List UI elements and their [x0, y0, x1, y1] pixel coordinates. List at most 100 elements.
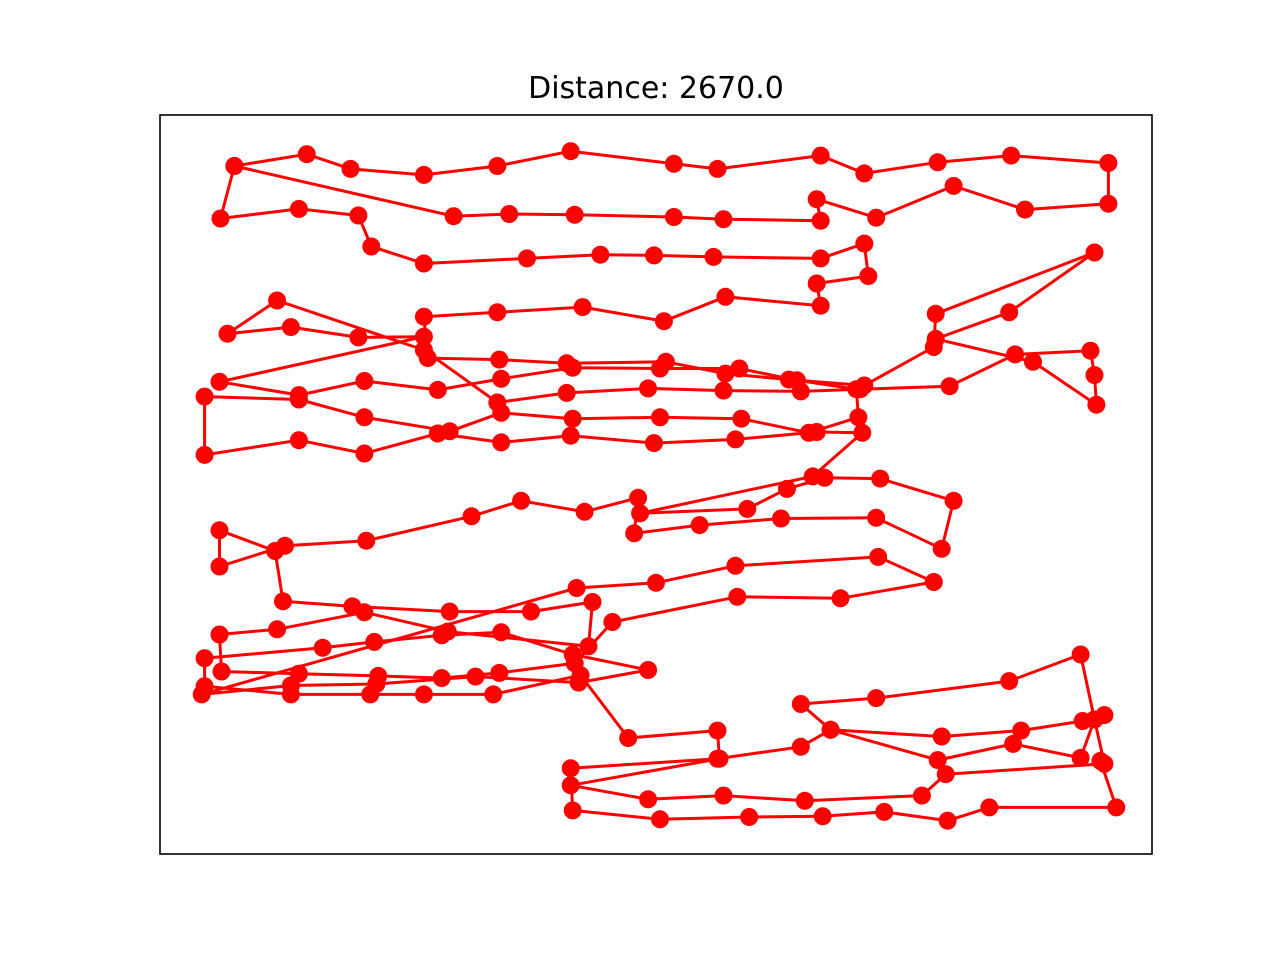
route-segment: [878, 477, 956, 503]
route-segment: [723, 295, 823, 308]
route-segment: [646, 386, 725, 393]
route-segment: [219, 164, 236, 220]
route-segment: [281, 599, 354, 608]
city-point: [1002, 146, 1021, 165]
route-segment: [1011, 742, 1083, 760]
route-segment: [573, 213, 676, 219]
city-point: [603, 613, 622, 631]
city-point: [212, 662, 231, 681]
city-point: [355, 444, 374, 463]
route-segment: [610, 595, 739, 624]
city-point: [938, 811, 957, 830]
city-point: [488, 157, 507, 175]
route-segment: [646, 794, 725, 801]
city-point: [210, 372, 229, 391]
route-segment: [795, 378, 858, 391]
route-segment: [232, 164, 456, 218]
city-point: [651, 810, 669, 829]
city-point: [859, 267, 878, 286]
route-segment: [218, 528, 277, 553]
city-point: [855, 234, 874, 253]
route-segment: [364, 514, 473, 543]
city-point: [1012, 721, 1031, 740]
route-segment: [1007, 653, 1083, 683]
route-segment: [874, 516, 944, 551]
route-segment: [372, 633, 444, 644]
route-segment: [422, 164, 499, 177]
city-point: [440, 602, 459, 621]
city-point: [708, 721, 727, 740]
city-point: [432, 669, 451, 688]
city-point: [807, 274, 826, 293]
route-segment: [862, 345, 936, 387]
city-point: [777, 479, 796, 498]
route-segment: [283, 539, 368, 548]
city-point: [561, 776, 580, 795]
route-segment: [575, 581, 658, 590]
city-point: [466, 667, 485, 686]
route-segment: [716, 745, 803, 761]
city-point: [714, 786, 733, 805]
route-segment: [495, 305, 585, 314]
city-point: [1071, 645, 1090, 664]
city-point: [714, 210, 733, 229]
route-segment: [1079, 653, 1096, 721]
city-point: [1087, 395, 1106, 414]
route-segment: [565, 386, 650, 395]
city-point: [944, 491, 963, 510]
route-segment: [356, 335, 426, 339]
city-point: [714, 381, 733, 400]
route-segment: [275, 610, 366, 631]
route-segment: [829, 728, 944, 738]
city-point: [210, 625, 229, 644]
city-point: [867, 208, 886, 227]
city-point: [726, 430, 745, 449]
city-point: [853, 423, 872, 442]
route-segment: [499, 411, 575, 421]
route-segment: [652, 253, 715, 259]
route-segment: [858, 384, 952, 391]
route-segment: [747, 814, 825, 819]
city-point: [704, 247, 723, 266]
route-segment: [362, 432, 440, 455]
city-point: [561, 426, 580, 445]
route-segment: [739, 417, 811, 435]
city-point: [1071, 748, 1090, 767]
city-point: [651, 408, 669, 427]
city-point: [849, 408, 868, 427]
route-segment: [733, 555, 880, 568]
city-point: [980, 798, 999, 817]
route-segment: [581, 305, 666, 323]
city-point: [512, 491, 531, 510]
city-point: [268, 620, 287, 639]
city-point: [716, 364, 735, 383]
city-point: [928, 751, 947, 770]
city-point: [639, 790, 658, 809]
city-point: [355, 603, 374, 622]
route-segment: [219, 207, 301, 220]
city-point: [414, 341, 433, 359]
city-point: [807, 423, 826, 441]
city-point: [195, 445, 214, 464]
city-point: [932, 727, 951, 746]
city-point: [313, 638, 332, 657]
city-point: [349, 328, 368, 347]
city-point: [924, 573, 943, 591]
route-segment: [579, 673, 630, 740]
city-point: [563, 358, 582, 377]
city-point: [690, 516, 709, 535]
route-segment: [799, 696, 878, 706]
route-segment: [569, 434, 656, 445]
route-segment: [934, 310, 1011, 341]
city-point: [815, 468, 834, 487]
route-segment: [529, 600, 594, 614]
city-point: [821, 720, 840, 739]
city-point: [563, 645, 582, 664]
city-point: [428, 424, 447, 443]
route-segment: [936, 154, 1013, 164]
route-segment: [495, 391, 569, 404]
city-point: [575, 502, 594, 521]
city-point: [565, 205, 584, 224]
route-segment: [936, 742, 1015, 762]
